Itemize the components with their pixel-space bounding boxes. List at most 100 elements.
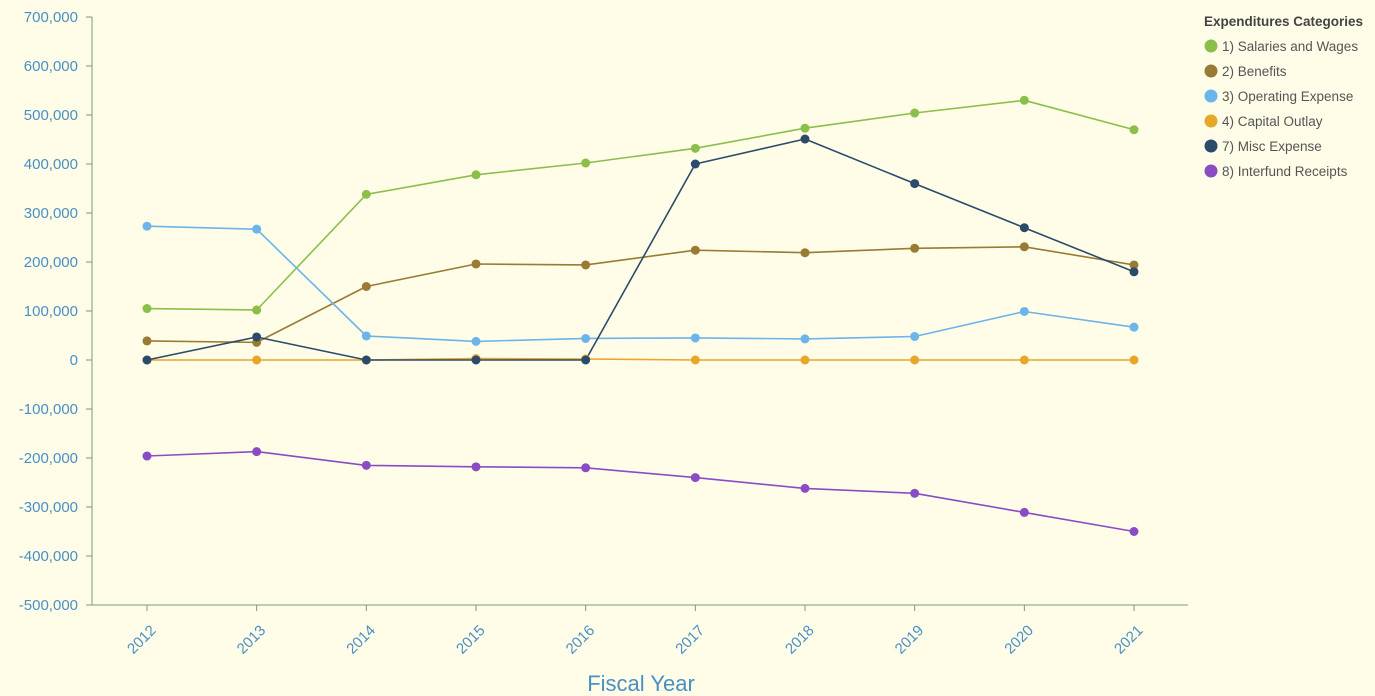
- data-point[interactable]: [910, 488, 920, 498]
- data-point[interactable]: [910, 243, 920, 253]
- data-point[interactable]: [252, 224, 262, 234]
- y-tick-label: 600,000: [24, 58, 78, 75]
- series-line-2-benefits: [146, 246, 1135, 344]
- data-point[interactable]: [1129, 527, 1139, 536]
- data-point[interactable]: [1129, 125, 1139, 135]
- data-point[interactable]: [361, 189, 371, 199]
- data-point[interactable]: [471, 336, 481, 346]
- data-point[interactable]: [252, 355, 262, 365]
- legend-title: Expenditures Categories: [1204, 14, 1363, 29]
- legend-label: 8) Interfund Receipts: [1222, 164, 1348, 179]
- legend-item[interactable]: 2) Benefits: [1204, 64, 1287, 79]
- legend-item[interactable]: 1) Salaries and Wages: [1204, 39, 1359, 54]
- x-tick-label: 2016: [563, 622, 599, 658]
- series-line-7-misc-expense: [146, 138, 1135, 361]
- data-point[interactable]: [1129, 322, 1139, 332]
- y-tick-label: 200,000: [24, 254, 78, 271]
- data-point[interactable]: [690, 355, 700, 365]
- data-point[interactable]: [1019, 242, 1029, 252]
- x-axis-title: Fiscal Year: [587, 671, 695, 696]
- legend-item[interactable]: 4) Capital Outlay: [1204, 114, 1323, 129]
- data-point[interactable]: [1129, 355, 1139, 365]
- y-tick-label: -100,000: [19, 401, 78, 418]
- x-tick-label: 2012: [124, 622, 160, 658]
- x-tick-label: 2019: [892, 622, 928, 658]
- legend-marker: [1204, 39, 1218, 53]
- y-tick-label: -500,000: [19, 597, 78, 614]
- x-tick-label: 2015: [453, 622, 489, 658]
- data-point[interactable]: [581, 333, 591, 343]
- data-point[interactable]: [471, 170, 481, 180]
- legend-item[interactable]: 8) Interfund Receipts: [1204, 164, 1348, 179]
- series-lines: [146, 99, 1135, 533]
- data-point[interactable]: [800, 483, 810, 493]
- series-line-8-interfund-receipts: [146, 450, 1135, 533]
- x-tick-label: 2018: [782, 622, 818, 658]
- series-points-1-salaries-and-wages: [142, 95, 1139, 315]
- data-point[interactable]: [361, 355, 371, 365]
- data-point[interactable]: [581, 158, 591, 168]
- data-point[interactable]: [800, 123, 810, 133]
- data-point[interactable]: [361, 282, 371, 291]
- legend-label: 2) Benefits: [1222, 64, 1287, 79]
- data-point[interactable]: [1019, 95, 1029, 105]
- legend-label: 3) Operating Expense: [1222, 89, 1353, 104]
- series-points-3-operating-expense: [142, 221, 1139, 346]
- data-point[interactable]: [690, 333, 700, 343]
- data-point[interactable]: [690, 473, 700, 483]
- legend-label: 4) Capital Outlay: [1222, 114, 1323, 129]
- data-point[interactable]: [361, 331, 371, 341]
- legend-item[interactable]: 7) Misc Expense: [1204, 139, 1322, 154]
- legend-label: 7) Misc Expense: [1222, 139, 1322, 154]
- data-point[interactable]: [142, 355, 152, 365]
- x-axis-ticks: 2012 2013 2014 2015 2016 2017 2018 2019 2020 2021: [124, 605, 1147, 658]
- data-point[interactable]: [252, 447, 262, 457]
- y-tick-label: 0: [70, 352, 78, 369]
- data-point[interactable]: [910, 355, 920, 365]
- data-point[interactable]: [581, 355, 591, 365]
- data-point[interactable]: [142, 221, 152, 231]
- legend-marker: [1204, 64, 1218, 78]
- data-point[interactable]: [471, 355, 481, 365]
- data-point[interactable]: [690, 245, 700, 255]
- data-point[interactable]: [690, 159, 700, 169]
- legend-item[interactable]: 3) Operating Expense: [1204, 89, 1354, 104]
- data-point[interactable]: [142, 304, 152, 314]
- y-tick-label: 500,000: [24, 107, 78, 124]
- y-tick-label: -200,000: [19, 450, 78, 467]
- y-axis-ticks: 700,000 600,000 500,000 400,000 300,000 200,0…: [19, 9, 92, 614]
- data-point[interactable]: [1019, 507, 1029, 517]
- data-point[interactable]: [1129, 260, 1139, 270]
- series-points-2-benefits: [142, 242, 1139, 347]
- legend-marker: [1204, 164, 1218, 178]
- data-point[interactable]: [252, 332, 262, 342]
- data-point[interactable]: [690, 143, 700, 153]
- y-tick-label: -400,000: [19, 548, 78, 565]
- data-point[interactable]: [910, 331, 920, 341]
- legend-marker: [1204, 114, 1218, 128]
- data-point[interactable]: [252, 305, 262, 315]
- data-point[interactable]: [800, 134, 810, 144]
- data-point[interactable]: [1019, 306, 1029, 316]
- series-line-1-salaries-and-wages: [146, 99, 1135, 311]
- series-points-8-interfund-receipts: [142, 447, 1139, 536]
- data-point[interactable]: [1019, 355, 1029, 365]
- data-point[interactable]: [800, 248, 810, 258]
- data-point[interactable]: [800, 355, 810, 365]
- data-point[interactable]: [910, 179, 920, 189]
- data-point[interactable]: [910, 108, 920, 118]
- data-point[interactable]: [142, 451, 152, 461]
- data-point[interactable]: [800, 334, 810, 344]
- data-point[interactable]: [471, 462, 481, 472]
- series-points: [142, 95, 1139, 536]
- data-point[interactable]: [581, 260, 591, 270]
- y-tick-label: -300,000: [19, 499, 78, 516]
- data-point[interactable]: [1019, 223, 1029, 233]
- data-point[interactable]: [581, 463, 591, 473]
- data-point[interactable]: [142, 336, 152, 346]
- data-point[interactable]: [471, 259, 481, 269]
- data-point[interactable]: [1129, 267, 1139, 277]
- data-point[interactable]: [361, 460, 371, 470]
